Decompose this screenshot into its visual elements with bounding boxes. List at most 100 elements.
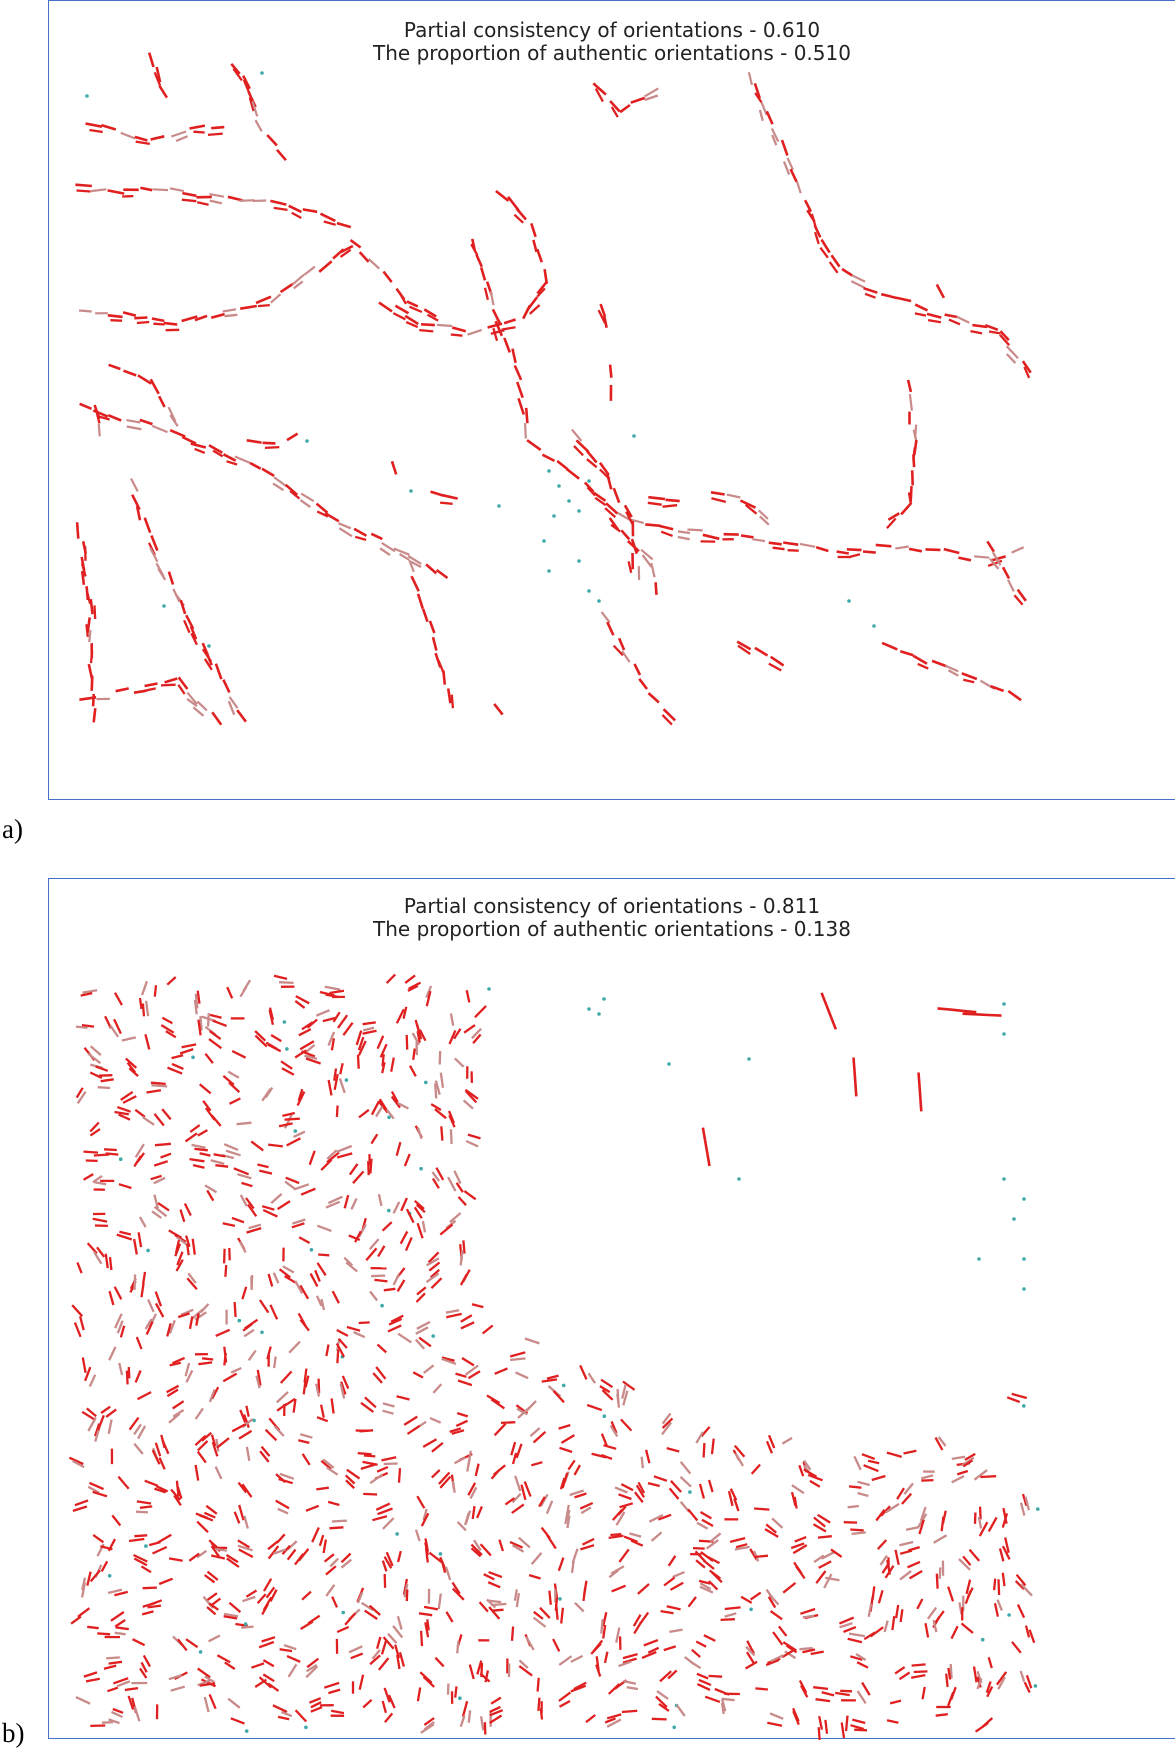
orientation-mark — [818, 1715, 824, 1730]
orientation-mark — [147, 52, 155, 68]
orientation-mark — [745, 1660, 758, 1670]
orientation-mark — [901, 1492, 913, 1505]
orientation-mark — [626, 1686, 639, 1691]
orientation-mark — [296, 1091, 306, 1106]
singular-point — [309, 1248, 314, 1252]
singular-point — [561, 1383, 566, 1388]
orientation-mark — [695, 1431, 704, 1444]
singular-point — [632, 434, 636, 438]
orientation-mark — [286, 1548, 297, 1561]
orientation-mark — [908, 547, 923, 553]
orientation-mark — [154, 1487, 167, 1494]
orientation-mark — [857, 1491, 869, 1498]
orientation-mark — [880, 292, 898, 300]
orientation-mark — [370, 1100, 381, 1116]
singular-point — [1012, 1217, 1016, 1221]
orientation-mark — [916, 1598, 924, 1610]
orientation-mark — [699, 1585, 714, 1594]
orientation-mark — [189, 1124, 201, 1133]
orientation-mark — [100, 1405, 111, 1414]
orientation-mark — [260, 1445, 271, 1457]
orientation-mark — [215, 1328, 231, 1337]
orientation-mark — [108, 1346, 117, 1361]
orientation-mark — [431, 1177, 440, 1189]
orientation-mark — [603, 1651, 609, 1664]
orientation-mark — [183, 619, 191, 634]
orientation-mark — [369, 1158, 373, 1174]
orientation-mark — [343, 1256, 354, 1267]
orientation-mark — [318, 1534, 325, 1547]
orientation-mark — [539, 1606, 551, 1619]
orientation-mark — [169, 429, 186, 438]
orientation-mark — [400, 1197, 408, 1212]
orientation-mark — [120, 131, 136, 140]
orientation-mark — [451, 1587, 465, 1601]
orientation-mark — [606, 1713, 622, 1720]
orientation-mark — [449, 1427, 462, 1433]
orientation-mark — [299, 1433, 313, 1439]
orientation-mark — [408, 981, 422, 990]
orientation-mark — [1021, 1493, 1028, 1507]
orientation-mark — [324, 985, 341, 991]
orientation-mark — [381, 1456, 397, 1462]
orientation-mark — [463, 1512, 470, 1526]
orientation-mark — [83, 1173, 94, 1181]
orientation-mark — [721, 1697, 735, 1702]
orientation-mark — [999, 330, 1010, 341]
orientation-mark — [821, 1691, 835, 1697]
orientation-mark — [1021, 360, 1032, 374]
orientation-mark — [579, 1501, 594, 1510]
orientation-mark — [339, 244, 354, 254]
orientation-mark — [434, 1108, 447, 1120]
orientation-mark — [94, 1427, 101, 1442]
orientation-mark — [517, 397, 526, 415]
orientation-mark — [518, 1665, 533, 1677]
orientation-mark — [76, 189, 91, 193]
orientation-mark — [767, 1434, 776, 1449]
orientation-mark — [467, 1370, 481, 1380]
orientation-mark — [530, 223, 537, 238]
orientation-mark — [754, 646, 769, 657]
orientation-mark — [317, 1378, 321, 1394]
orientation-mark — [74, 1499, 89, 1507]
orientation-mark — [580, 1544, 595, 1551]
orientation-mark — [375, 1636, 382, 1650]
orientation-mark — [140, 186, 153, 192]
orientation-mark — [465, 1090, 478, 1104]
orientation-mark — [279, 1472, 295, 1480]
orientation-mark — [353, 527, 368, 537]
orientation-mark — [75, 1025, 88, 1030]
orientation-mark — [202, 1100, 212, 1112]
orientation-mark — [528, 1573, 541, 1580]
orientation-mark — [121, 1036, 137, 1042]
orientation-mark — [585, 1714, 596, 1724]
orientation-mark — [408, 1065, 417, 1077]
orientation-mark — [228, 1601, 242, 1613]
orientation-mark — [961, 1456, 975, 1467]
orientation-mark — [495, 189, 510, 202]
orientation-mark — [696, 1521, 709, 1530]
orientation-mark — [97, 1414, 105, 1431]
orientation-mark — [247, 1203, 258, 1217]
singular-point — [162, 604, 166, 608]
orientation-mark — [760, 101, 768, 116]
orientation-mark — [848, 553, 861, 559]
orientation-mark — [92, 1533, 105, 1544]
orientation-mark — [172, 1356, 186, 1365]
orientation-mark — [204, 1184, 218, 1194]
orientation-mark — [255, 295, 272, 305]
orientation-mark — [154, 1302, 165, 1318]
orientation-mark — [376, 1465, 389, 1473]
panel-b-title-line1: Partial consistency of orientations - 0.… — [403, 894, 821, 918]
orientation-mark — [87, 1052, 102, 1065]
orientation-mark — [517, 1406, 531, 1419]
orientation-mark — [699, 1511, 712, 1520]
orientation-mark — [471, 1303, 484, 1309]
orientation-mark — [283, 1644, 297, 1651]
orientation-mark — [107, 1419, 113, 1435]
orientation-mark — [133, 1155, 142, 1168]
orientation-mark — [90, 675, 94, 691]
orientation-mark — [755, 1687, 769, 1691]
orientation-mark — [951, 1455, 966, 1461]
orientation-mark — [335, 1342, 346, 1358]
